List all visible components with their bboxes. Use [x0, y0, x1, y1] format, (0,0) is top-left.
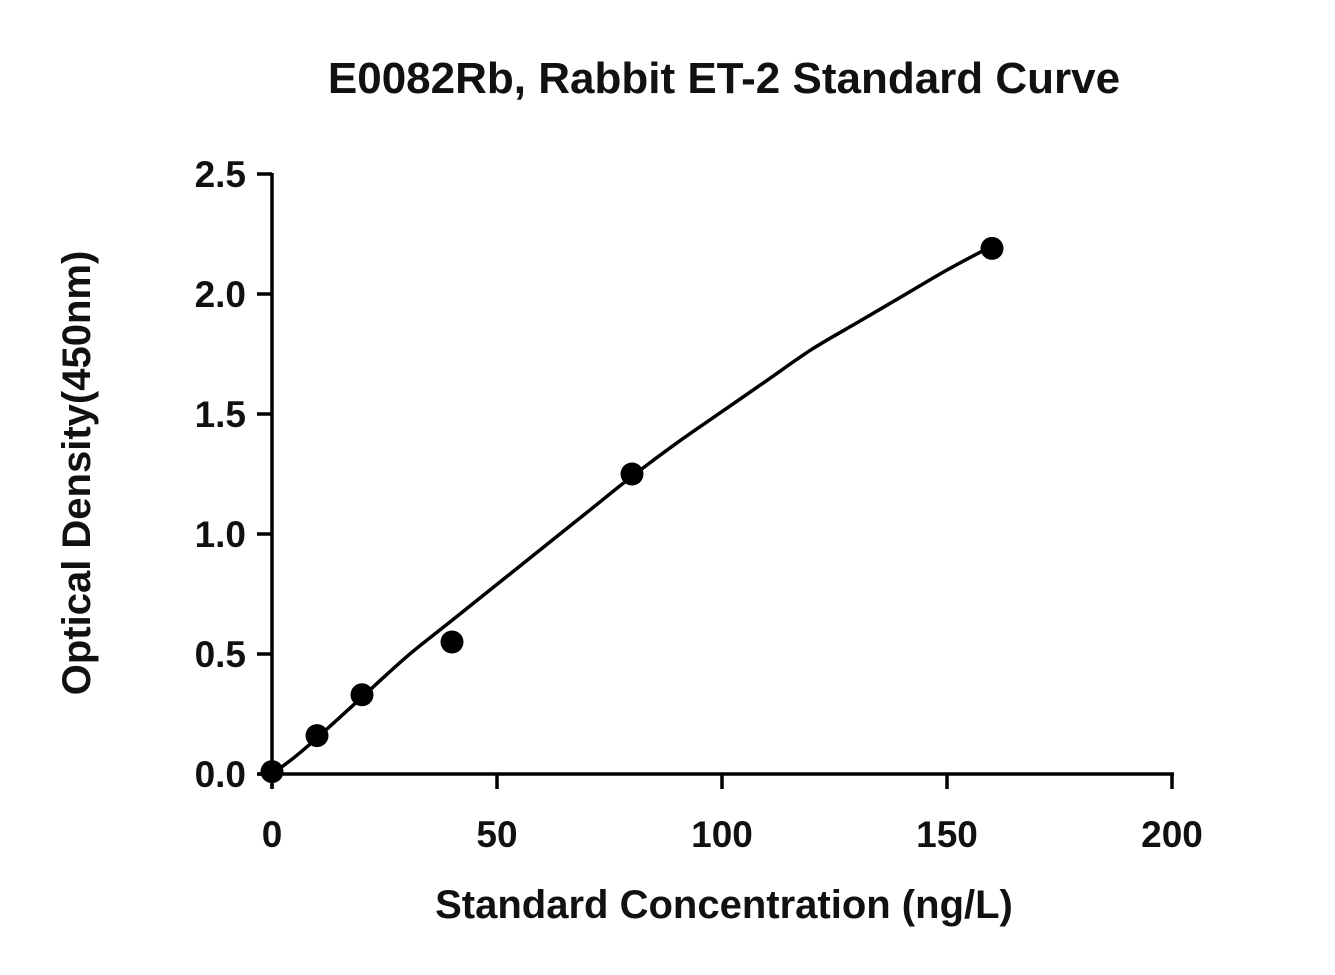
- data-point: [350, 683, 374, 707]
- y-tick-label: 0.0: [195, 754, 246, 795]
- y-tick-label: 2.0: [195, 274, 246, 315]
- y-axis-label: Optical Density(450nm): [55, 251, 99, 696]
- x-tick-label: 100: [691, 814, 753, 855]
- data-point: [305, 724, 329, 748]
- chart-title: E0082Rb, Rabbit ET-2 Standard Curve: [328, 54, 1120, 103]
- y-tick-label: 2.5: [195, 154, 246, 195]
- data-point: [980, 236, 1004, 260]
- data-point: [440, 630, 464, 654]
- x-tick-label: 0: [262, 814, 283, 855]
- y-tick-label: 1.0: [195, 514, 246, 555]
- y-axis-ticks: 0.0 0.5 1.0 1.5 2.0 2.5: [195, 154, 272, 795]
- x-axis-ticks: 0 50 100 150 200: [262, 774, 1203, 855]
- y-tick-label: 0.5: [195, 634, 246, 675]
- fitted-curve: [270, 244, 993, 776]
- data-point: [260, 760, 284, 784]
- data-points: [260, 236, 1004, 784]
- x-tick-label: 50: [476, 814, 517, 855]
- x-axis-label: Standard Concentration (ng/L): [435, 883, 1013, 927]
- x-tick-label: 200: [1141, 814, 1203, 855]
- data-point: [620, 462, 644, 486]
- y-tick-label: 1.5: [195, 394, 246, 435]
- x-tick-label: 150: [916, 814, 978, 855]
